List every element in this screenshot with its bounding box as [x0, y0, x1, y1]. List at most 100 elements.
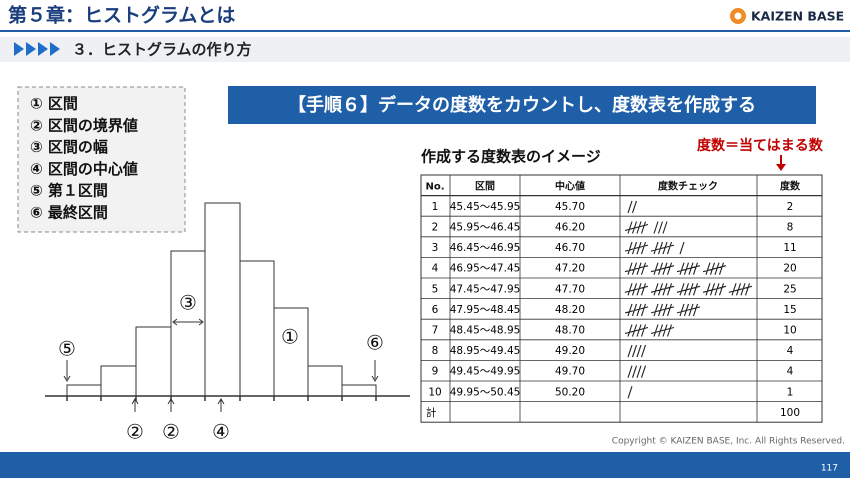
tally: [627, 200, 638, 214]
diagram-labels: ⑤ ⑥ ③ ① ② ② ④: [58, 291, 384, 444]
cell-range: 48.45～48.95: [450, 325, 521, 337]
cell-range: 49.95～50.45: [450, 386, 521, 398]
cell-range: 45.45～45.95: [450, 201, 521, 213]
cell-center: 46.20: [555, 222, 585, 234]
table: No. 区間 中心値 度数チェック 度数 1 45.45～45.95 45.70 2 2 45.95…: [420, 174, 823, 423]
cell-no: 1: [432, 201, 439, 213]
cell-no: 2: [432, 222, 439, 234]
legend-item: ④ 区間の中心値: [30, 160, 138, 178]
legend-item: ⑤ 第１区間: [30, 182, 108, 200]
cell-count: 11: [783, 242, 796, 254]
hist-bar: [341, 384, 377, 397]
tally: [624, 324, 675, 337]
logo: KAIZEN BASE: [751, 9, 844, 24]
diagram-label: ②: [162, 420, 180, 444]
cell-count: 20: [783, 263, 796, 275]
tally: [624, 283, 753, 296]
cell-count: 1: [787, 386, 794, 398]
hist-bar: [239, 260, 275, 397]
diagram-arrows: [66, 321, 376, 412]
cell-count: 8: [787, 222, 794, 234]
total-label: 計: [426, 406, 437, 419]
cell-no: 10: [428, 386, 441, 398]
cell-center: 47.70: [555, 283, 585, 295]
cell-count: 4: [787, 345, 794, 357]
tally: [627, 365, 647, 378]
hist-bar: [307, 365, 343, 397]
cell-range: 45.95～46.45: [450, 222, 521, 234]
legend-box: [17, 86, 186, 233]
cell-range: 47.45～47.95: [450, 283, 521, 295]
legend-item: ③ 区間の幅: [30, 138, 108, 156]
cell-count: 25: [783, 283, 796, 295]
tally: [624, 241, 685, 255]
cell-no: 6: [432, 304, 439, 316]
diagram-label: ⑤: [58, 337, 76, 361]
legend-list: ① 区間 ② 区間の境界値 ③ 区間の幅 ④ 区間の中心値 ⑤ 第１区間 ⑥ 最終区間: [30, 95, 138, 222]
diagram-arrowheads: [63, 318, 379, 405]
copyright: Copyright © KAIZEN BASE, Inc. All Rights…: [612, 437, 845, 447]
hist-bar: [273, 307, 309, 397]
cell-range: 47.95～48.45: [450, 304, 521, 316]
cell-count: 4: [787, 366, 794, 378]
footer-bar: [0, 452, 850, 478]
diagram-label: ⑥: [366, 331, 384, 355]
cell-no: 9: [432, 366, 439, 378]
diagram-label: ①: [281, 325, 299, 349]
chevrons: [14, 42, 60, 56]
tally: [627, 386, 633, 399]
legend-item: ① 区間: [30, 95, 78, 113]
logo-icon-hole: [734, 12, 742, 20]
hist-bar: [204, 202, 241, 397]
title-rule: [0, 30, 850, 32]
cell-center: 45.70: [555, 201, 585, 213]
cell-range: 46.45～46.95: [450, 242, 521, 254]
cell-center: 48.20: [555, 304, 585, 316]
cell-no: 4: [432, 263, 439, 275]
subtitle: ３．ヒストグラムの作り方: [72, 41, 252, 59]
cell-count: 10: [783, 325, 796, 337]
cell-center: 46.70: [555, 242, 585, 254]
banner-bg: [228, 86, 816, 124]
cell-center: 50.20: [555, 386, 585, 398]
column-header: 度数: [780, 179, 801, 192]
title: 第５章：ヒストグラムとは: [8, 4, 235, 27]
column-header: 区間: [475, 180, 495, 192]
cell-center: 48.70: [555, 325, 585, 337]
diagram-label: ③: [179, 291, 197, 315]
annotation-arrowhead: [776, 164, 786, 171]
tally: [624, 221, 668, 234]
cell-no: 7: [432, 325, 439, 337]
hist-bar: [100, 365, 137, 397]
tally: [624, 262, 727, 275]
cell-count: 15: [783, 304, 796, 316]
cell-no: 5: [432, 283, 439, 295]
cell-range: 48.95～49.45: [450, 345, 521, 357]
cell-range: 49.45～49.95: [450, 366, 521, 378]
legend-item: ⑥ 最終区間: [30, 204, 108, 222]
cell-range: 46.95～47.45: [450, 263, 521, 275]
legend-item: ② 区間の境界値: [30, 116, 138, 134]
page-number: 117: [821, 464, 838, 474]
subtitle-bar: [0, 37, 850, 62]
column-header: 度数チェック: [658, 179, 718, 192]
cell-no: 8: [432, 345, 439, 357]
hist-bar: [66, 384, 102, 397]
tally: [627, 344, 647, 358]
hist-bar: [135, 326, 172, 397]
cell-count: 2: [787, 201, 794, 213]
diagram-label: ②: [126, 420, 144, 444]
hist-bar: [170, 250, 206, 397]
annotation: 度数＝当てはまる数: [697, 137, 824, 154]
cell-center: 49.70: [555, 366, 585, 378]
cell-center: 49.20: [555, 345, 585, 357]
cell-center: 47.20: [555, 263, 585, 275]
column-header: 中心値: [555, 179, 585, 192]
cell-no: 3: [432, 242, 439, 254]
tally: [624, 303, 701, 317]
banner: 【手順６】データの度数をカウントし、度数表を作成する: [288, 94, 756, 116]
diagram-label: ④: [212, 420, 230, 444]
column-header: No.: [425, 181, 444, 192]
table-title: 作成する度数表のイメージ: [421, 148, 601, 166]
